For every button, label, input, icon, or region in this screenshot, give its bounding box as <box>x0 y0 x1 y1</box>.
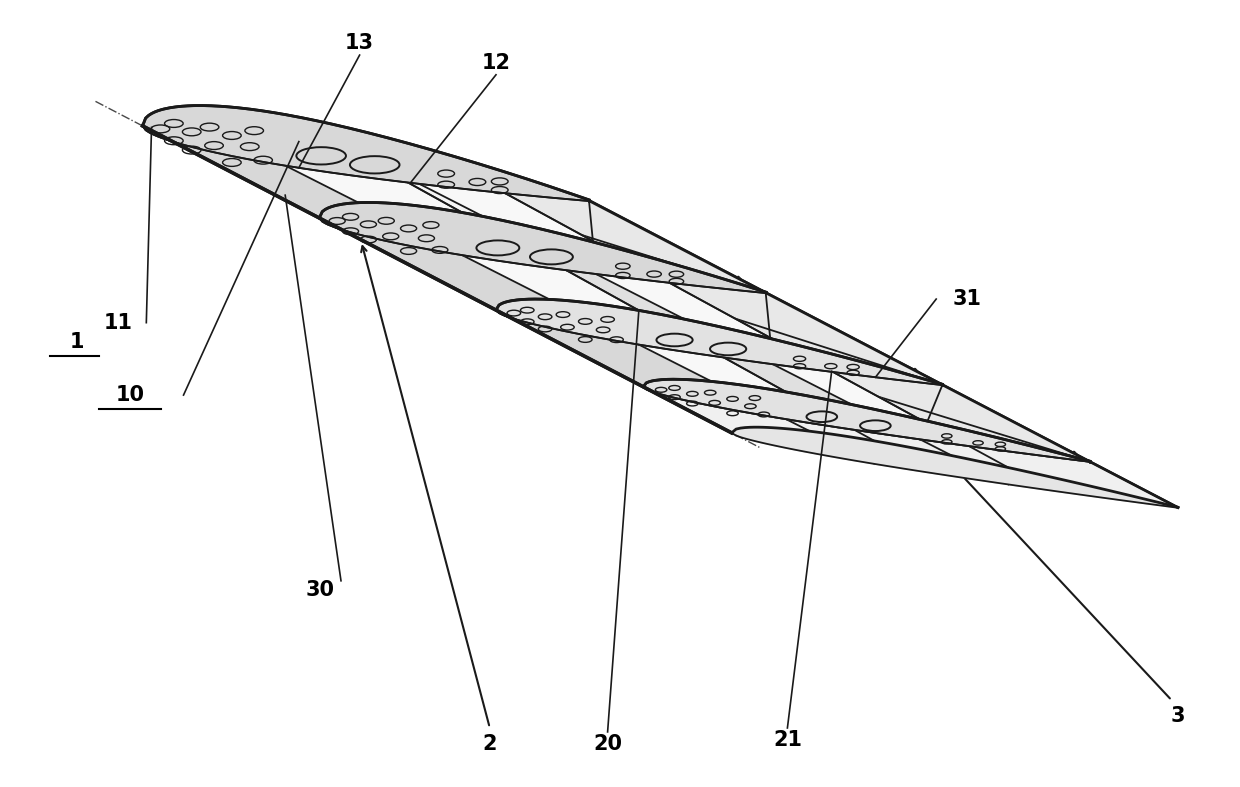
Polygon shape <box>143 126 1178 508</box>
Polygon shape <box>463 212 773 339</box>
Polygon shape <box>463 212 773 339</box>
Text: 20: 20 <box>593 733 622 754</box>
Text: 2: 2 <box>482 733 497 754</box>
Text: 3: 3 <box>1171 706 1185 726</box>
Text: 13: 13 <box>345 33 374 54</box>
Text: 30: 30 <box>305 580 335 600</box>
Polygon shape <box>639 310 786 419</box>
Polygon shape <box>143 105 589 201</box>
Text: 31: 31 <box>952 289 982 309</box>
Polygon shape <box>143 105 463 218</box>
Polygon shape <box>596 242 773 364</box>
Text: 12: 12 <box>481 53 511 73</box>
Polygon shape <box>285 115 596 242</box>
Text: 11: 11 <box>103 312 133 333</box>
Polygon shape <box>285 115 463 255</box>
Text: 1: 1 <box>69 332 84 353</box>
Polygon shape <box>320 202 765 293</box>
Polygon shape <box>285 115 596 242</box>
Polygon shape <box>639 310 920 419</box>
Polygon shape <box>639 310 920 419</box>
Text: 10: 10 <box>115 385 145 405</box>
Polygon shape <box>143 126 1178 508</box>
Polygon shape <box>419 146 765 292</box>
Polygon shape <box>596 242 942 384</box>
Polygon shape <box>463 212 639 345</box>
Polygon shape <box>320 202 639 310</box>
Polygon shape <box>496 299 942 385</box>
Polygon shape <box>773 339 920 439</box>
Polygon shape <box>732 427 1178 508</box>
Text: 21: 21 <box>773 730 802 750</box>
Polygon shape <box>419 146 596 274</box>
Polygon shape <box>496 299 786 392</box>
Polygon shape <box>644 379 1090 462</box>
Polygon shape <box>773 339 1090 461</box>
